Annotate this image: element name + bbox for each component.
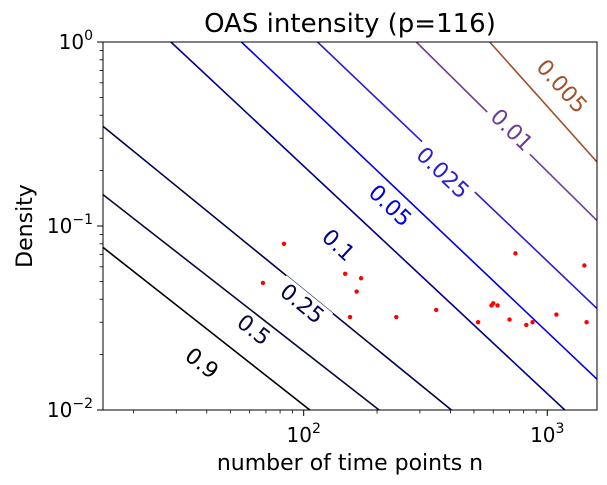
scatter-point: [582, 263, 587, 268]
contour-label-0.9: 0.9: [174, 339, 228, 389]
x-tick-label: 102: [287, 421, 321, 447]
scatter-point: [513, 251, 518, 256]
chart-title: OAS intensity (p=116): [204, 9, 496, 39]
y-tick-label: 10−2: [47, 396, 93, 422]
contour-label-0.01: 0.01: [480, 100, 542, 161]
x-tick-label: 103: [530, 421, 564, 447]
contour-line-0.1: [170, 42, 566, 410]
scatter-point: [524, 322, 529, 328]
contour-label-0.05: 0.05: [358, 176, 421, 237]
scatter-point: [554, 312, 559, 317]
scatter-point: [475, 320, 481, 325]
contour-line-0.5: [103, 194, 380, 410]
scatter-point: [342, 271, 348, 276]
scatter-point: [281, 241, 287, 247]
scatter-point: [507, 317, 512, 322]
scatter-point: [584, 320, 589, 325]
scatter-point: [530, 320, 535, 325]
scatter-point: [491, 301, 496, 306]
contour-label-0.1: 0.1: [311, 220, 364, 272]
contour-label-text: 0.025: [411, 143, 474, 205]
scatter-points: [260, 241, 589, 328]
y-tick-label: 10−1: [47, 212, 93, 238]
axis-ticks: 102 103 10−2 10−1 100: [47, 28, 565, 447]
y-tick-label: 100: [59, 28, 93, 54]
x-axis-label: number of time points n: [217, 451, 483, 476]
scatter-point: [358, 276, 364, 281]
contour-label-0.005: 0.005: [527, 51, 596, 123]
scatter-point: [347, 314, 353, 320]
contour-label-0.025: 0.025: [406, 138, 478, 209]
contour-line-0.9: [103, 246, 311, 410]
contour-line-0.05: [240, 42, 597, 380]
scatter-point: [495, 303, 500, 308]
contour-label-0.5: 0.5: [226, 305, 280, 356]
y-axis-label: Density: [13, 184, 38, 268]
plot-frame: [102, 41, 598, 411]
scatter-point: [260, 280, 266, 286]
contour-label-text: 0.005: [531, 55, 592, 119]
contour-lines: [103, 42, 597, 410]
scatter-point: [354, 289, 359, 294]
scatter-point: [434, 307, 439, 313]
contour-line-0.005: [489, 42, 597, 163]
scatter-point: [394, 314, 399, 320]
contour-label-0.25: 0.25: [270, 275, 334, 334]
contour-line-0.25: [103, 125, 452, 410]
